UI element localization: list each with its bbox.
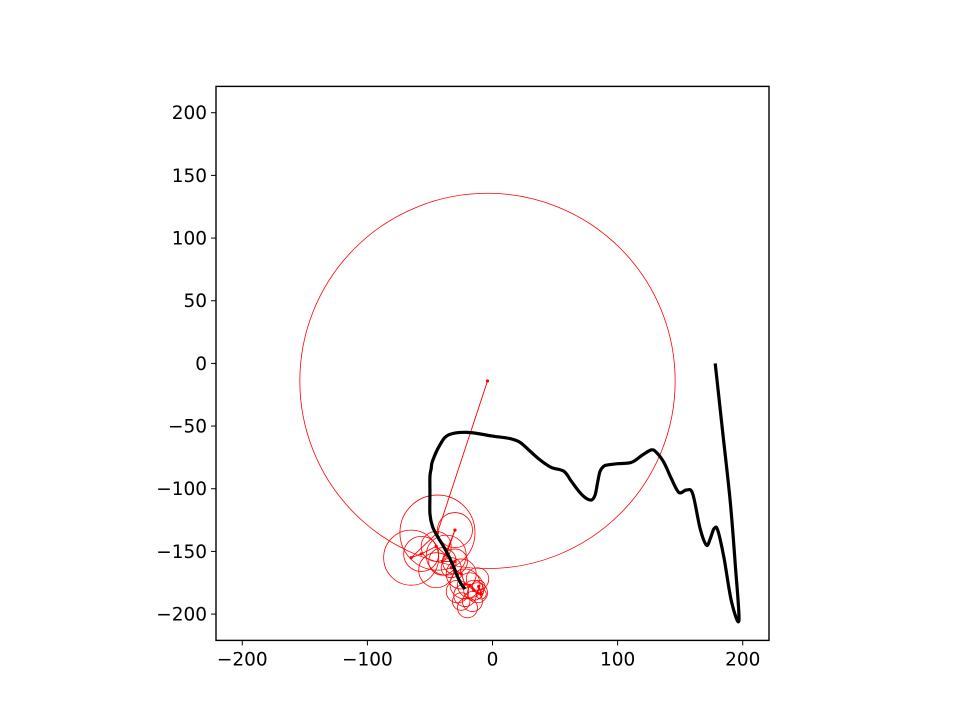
epicycle-circle-3 — [403, 536, 440, 572]
y-tick-label-1: −150 — [156, 542, 207, 563]
data-layer — [299, 192, 741, 624]
y-tick-label-4: 0 — [195, 354, 207, 375]
x-tick-label-4: 200 — [725, 649, 760, 670]
x-tick-label-1: −100 — [342, 649, 393, 670]
epicycle-circle-19 — [452, 592, 471, 611]
epicycle-center-3 — [419, 552, 423, 556]
epicycle-circle-6 — [437, 512, 473, 549]
epicycle-center-15 — [477, 584, 481, 589]
x-tick-label-0: −200 — [217, 649, 268, 670]
y-tick-label-0: −200 — [156, 605, 207, 626]
epicycle-center-12 — [468, 583, 472, 587]
epicycle-center-6 — [453, 528, 457, 532]
epicycle-circle-12 — [449, 568, 481, 600]
epicycle-center-16 — [479, 592, 483, 596]
epicycle-circle-21 — [457, 597, 478, 619]
y-tick-label-3: −50 — [168, 417, 207, 438]
epicycle-center-8 — [453, 559, 457, 564]
epicycle-center-7 — [440, 559, 445, 564]
epicycle-circle-0 — [299, 192, 676, 570]
y-tick-label-2: −100 — [156, 479, 207, 500]
epicycle-center-4 — [434, 544, 438, 548]
series-line-0 — [428, 363, 741, 624]
epicycle-circle-20 — [462, 591, 483, 612]
x-tick-label-2: 0 — [487, 649, 499, 670]
epicycle-center-11 — [463, 582, 467, 586]
tick-layer: −200 −100 0 100 200 −200 −150 −100 −50 0 50 100 150 2… — [156, 103, 760, 670]
y-tick-label-7: 150 — [172, 166, 207, 187]
epicycle-center-14 — [475, 591, 480, 595]
y-tick-label-5: 50 — [183, 291, 207, 312]
y-tick-label-6: 100 — [172, 229, 207, 250]
epicycle-center-2 — [409, 556, 413, 560]
y-tick-label-8: 200 — [172, 103, 207, 124]
epicycle-center-13 — [472, 588, 476, 592]
epicycle-circle-23 — [475, 588, 487, 600]
x-tick-label-3: 100 — [600, 649, 635, 670]
epicycle-center-10 — [459, 572, 463, 576]
epicycle-center-0 — [485, 379, 490, 383]
